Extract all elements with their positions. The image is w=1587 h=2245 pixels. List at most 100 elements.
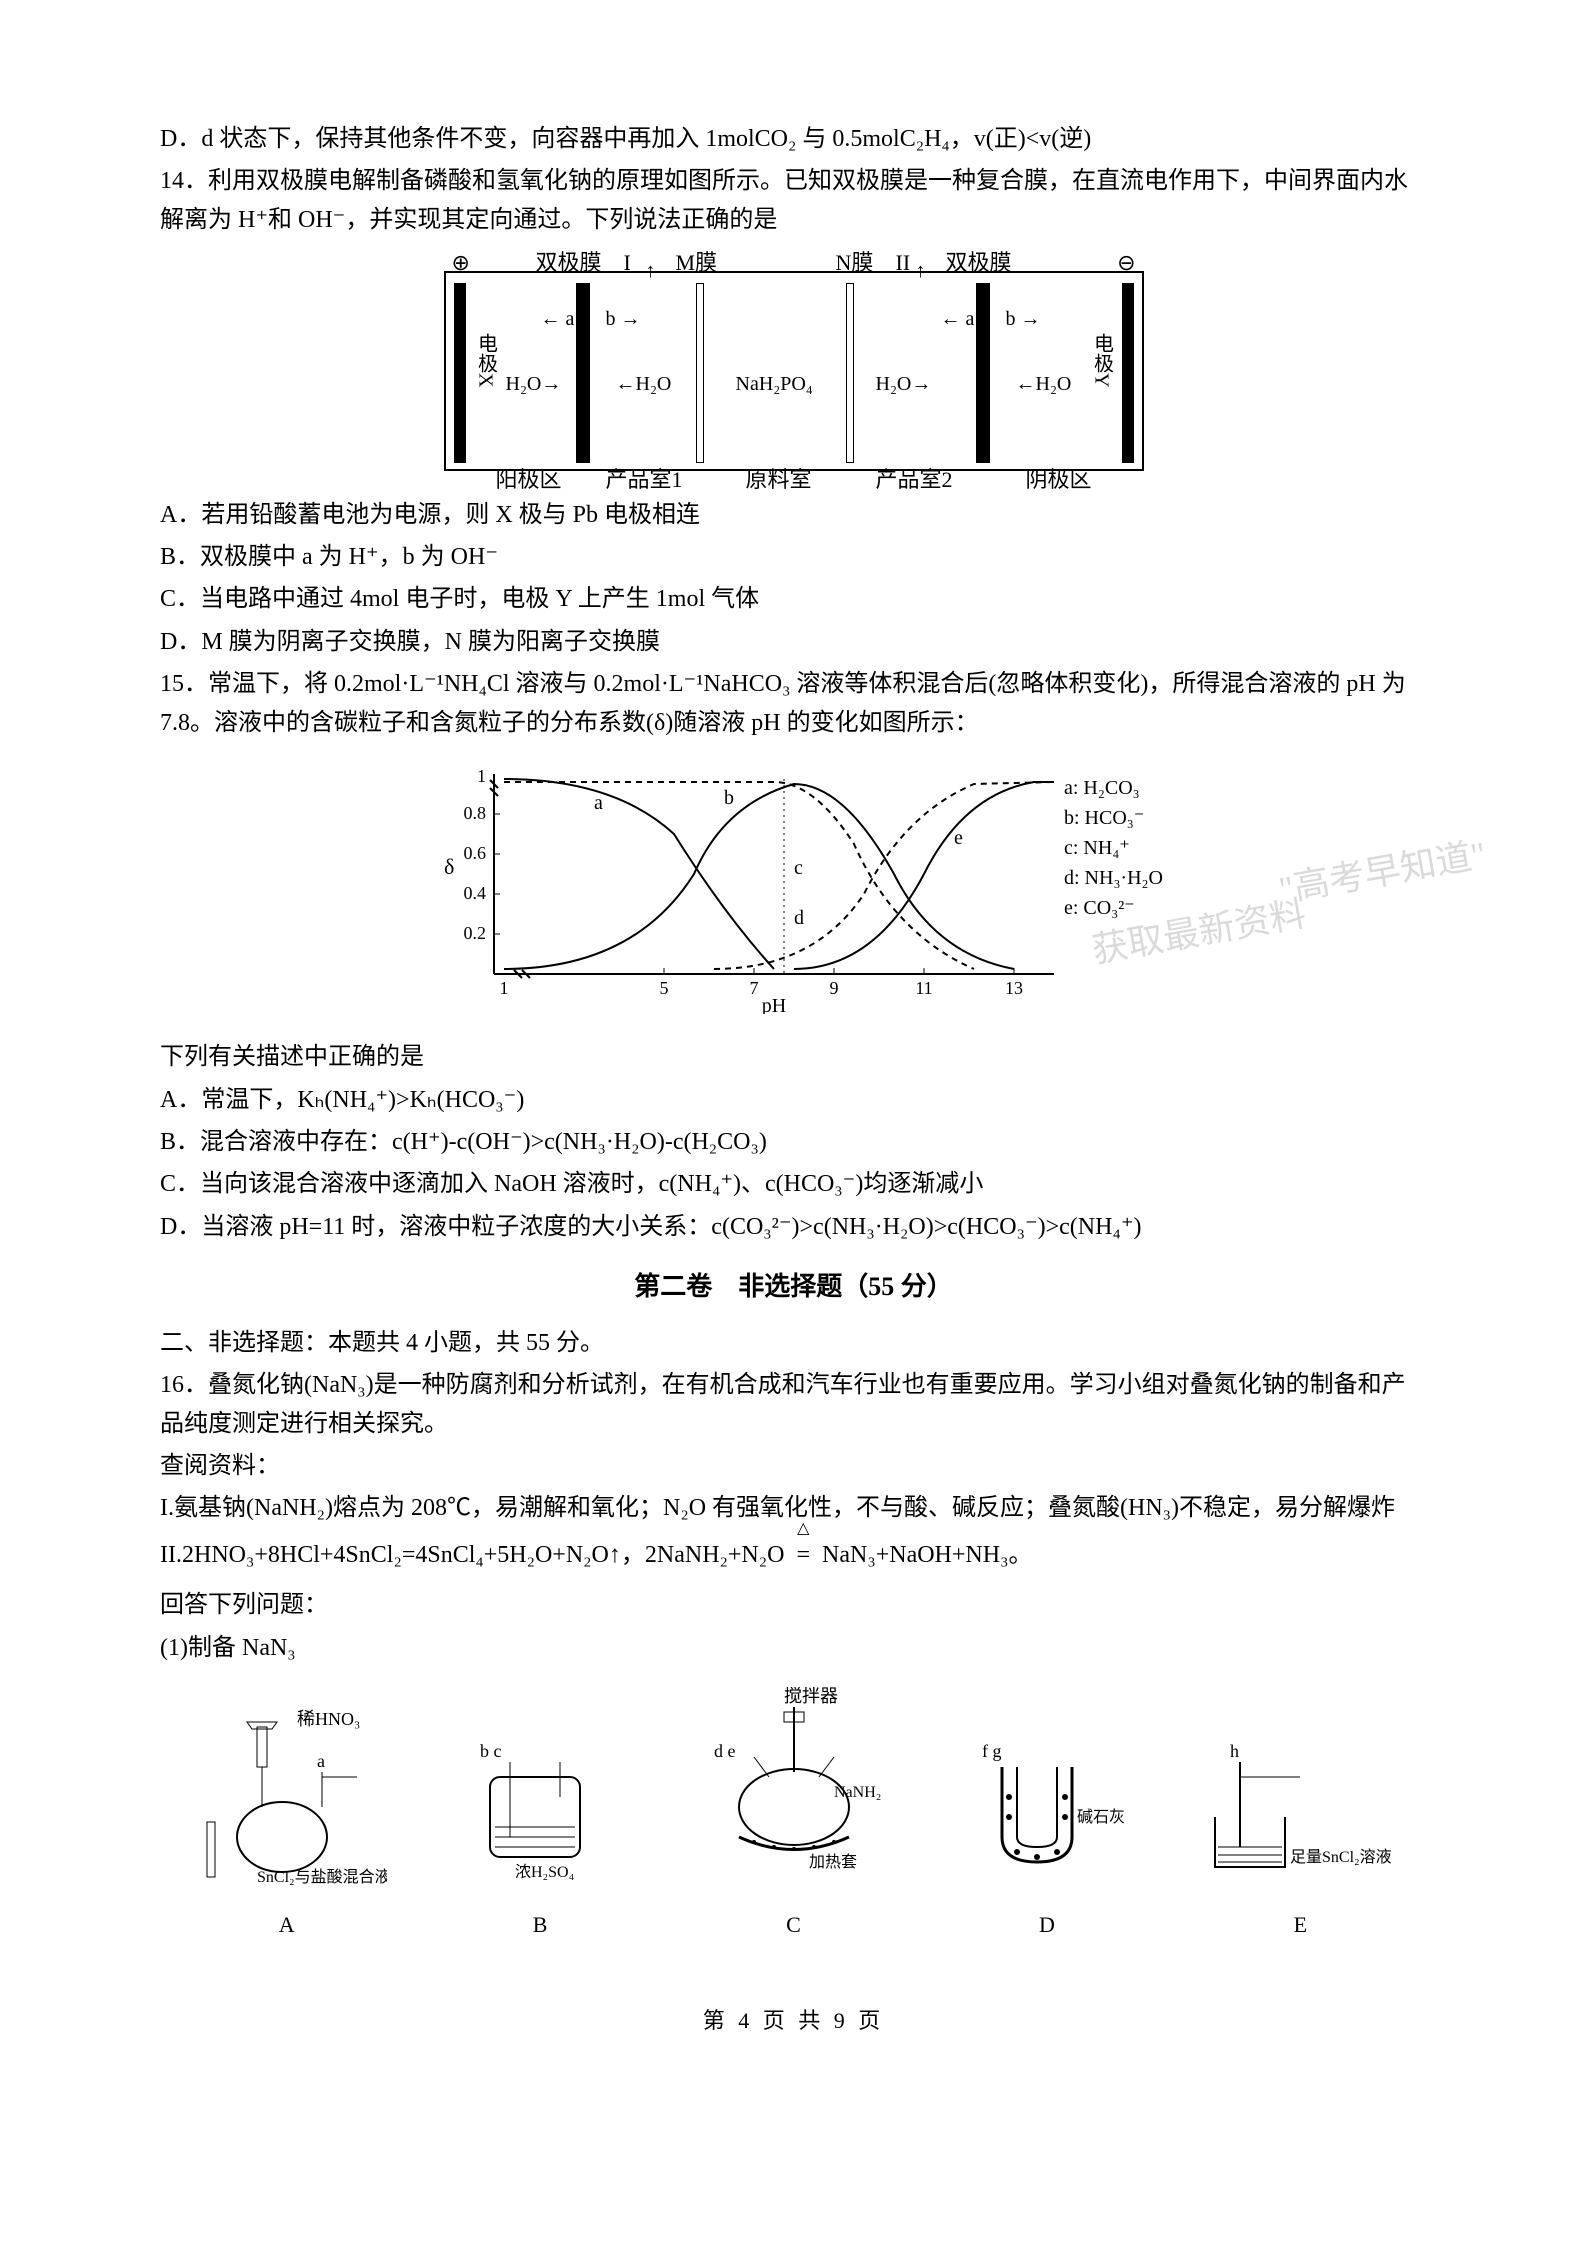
app-D-ports: f g [982, 1741, 1002, 1761]
xtick-5: 5 [659, 978, 668, 998]
ytick-1: 1 [477, 766, 486, 786]
apparatus-B: b c 浓H₂SO₄ B [413, 1707, 666, 1943]
label-M: M膜 [676, 245, 718, 280]
app-B-id: B [413, 1907, 666, 1942]
apparatus-diagram: 稀HNO₃ a SnCl₂与盐酸混合液 A b c 浓H₂SO₄ [160, 1687, 1427, 1943]
label-II: II [896, 245, 911, 280]
species-h2o-3: H₂O→ [876, 368, 932, 400]
label-bipolar-1: 双极膜 [536, 245, 602, 280]
app-C-label: 搅拌器 [784, 1687, 838, 1706]
distribution-chart-wrapper: "高考早知道" 获取最新资料 0.2 0.4 0.6 0.8 1 δ 1 5 7… [160, 754, 1427, 1026]
q16-part1: (1)制备 NaN₃ [160, 1629, 1427, 1667]
app-C-sub: NaNH₂ [834, 1784, 881, 1801]
species-nah2po4: NaH₂PO₄ [736, 368, 813, 400]
bipolar-2-bar [976, 283, 990, 463]
q16-ref-I: I.氨基钠(NaNH₂)熔点为 208℃，易潮解和氧化；N₂O 有强氧化性，不与… [160, 1489, 1427, 1527]
q16-ref-label: 查阅资料： [160, 1447, 1427, 1485]
q14-option-a: A．若用铅酸蓄电池为电源，则 X 极与 Pb 电极相连 [160, 496, 1427, 534]
label-b2: b [1006, 308, 1016, 330]
curve-c [504, 782, 974, 969]
curve-label-b: b [724, 787, 734, 809]
distribution-chart: 0.2 0.4 0.6 0.8 1 δ 1 5 7 9 11 13 pH [414, 754, 1174, 1014]
electrolysis-diagram: ⊕ 双极膜 I ↑ M膜 N膜 II ↑ 双极膜 ⊖ ← a b → ← a b… [444, 271, 1144, 471]
app-A-label: 稀HNO₃ [297, 1709, 360, 1729]
app-B-ports: b c [480, 1741, 502, 1761]
app-C-extra: 加热套 [809, 1853, 857, 1871]
q14-option-d: D．M 膜为阴离子交换膜，N 膜为阳离子交换膜 [160, 623, 1427, 661]
n-membrane-bar [846, 283, 854, 463]
chamber-prod2: 产品室2 [876, 462, 953, 497]
bipolar-1-bar [576, 283, 590, 463]
legend-a: a: H₂CO₃ [1064, 777, 1140, 799]
app-A-id: A [160, 1907, 413, 1942]
q15-option-c: C．当向该混合溶液中逐滴加入 NaOH 溶液时，c(NH₄⁺)、c(HCO₃⁻)… [160, 1165, 1427, 1203]
arrow-a1: ← a [541, 303, 575, 335]
q14-option-b: B．双极膜中 a 为 H⁺，b 为 OH⁻ [160, 538, 1427, 576]
ytick-0.4: 0.4 [463, 883, 486, 903]
arrow-b2: b → [1006, 303, 1041, 335]
xtick-9: 9 [829, 978, 838, 998]
electrolysis-diagram-wrapper: ⊕ 双极膜 I ↑ M膜 N膜 II ↑ 双极膜 ⊖ ← a b → ← a b… [160, 251, 1427, 483]
plus-symbol: ⊕ [452, 245, 470, 280]
q15-option-b: B．混合溶液中存在：c(H⁺)-c(OH⁻)>c(NH₃·H₂O)-c(H₂CO… [160, 1123, 1427, 1161]
legend-b: b: HCO₃⁻ [1064, 807, 1144, 829]
app-D-sub: 碱石灰 [1077, 1808, 1125, 1826]
label-a2: a [966, 308, 975, 330]
curve-label-a: a [594, 792, 603, 814]
xlabel: pH [761, 995, 785, 1014]
curve-e [794, 782, 1054, 969]
app-B-sub: 浓H₂SO₄ [515, 1863, 575, 1881]
q15-option-d: D．当溶液 pH=11 时，溶液中粒子浓度的大小关系：c(CO₃²⁻)>c(NH… [160, 1208, 1427, 1246]
curve-b [504, 784, 1014, 969]
curve-label-c: c [794, 857, 803, 879]
label-I: I [624, 245, 631, 280]
apparatus-A: 稀HNO₃ a SnCl₂与盐酸混合液 A [160, 1707, 413, 1943]
app-A-port: a [317, 1751, 325, 1771]
app-E-id: E [1174, 1907, 1427, 1942]
q14-stem: 14．利用双极膜电解制备磷酸和氢氧化钠的原理如图所示。已知双极膜是一种复合膜，在… [160, 162, 1427, 239]
arrow-b1: b → [606, 303, 641, 335]
ytick-0.8: 0.8 [463, 803, 486, 823]
q16-stem: 16．叠氮化钠(NaN₃)是一种防腐剂和分析试剂，在有机合成和汽车行业也有重要应… [160, 1366, 1427, 1443]
chamber-anode: 阳极区 [496, 462, 562, 497]
page-footer: 第 4 页 共 9 页 [160, 2003, 1427, 2038]
label-b1: b [606, 308, 616, 330]
apparatus-D: f g 碱石灰 D [920, 1707, 1173, 1943]
curve-d [714, 782, 1054, 969]
ytick-0.6: 0.6 [463, 843, 486, 863]
app-C-ports: d e [714, 1741, 736, 1761]
up-arrow-2: ↑ [916, 255, 926, 287]
app-C-id: C [667, 1907, 920, 1942]
ylabel: δ [444, 854, 454, 879]
legend-e: e: CO₃²⁻ [1064, 897, 1135, 919]
xtick-13: 13 [1005, 978, 1023, 998]
q15-intro2: 下列有关描述中正确的是 [160, 1038, 1427, 1076]
electrode-x-label: 电极X [470, 333, 502, 387]
watermark-1: "高考早知道" [1274, 826, 1490, 919]
species-h2o-1: H₂O→ [506, 368, 562, 400]
apparatus-C: 搅拌器 d e NaNH₂ 加热套 C [667, 1687, 920, 1943]
ytick-0.2: 0.2 [463, 923, 486, 943]
electrode-x-bar [454, 283, 466, 463]
q14-option-c: C．当电路中通过 4mol 电子时，电极 Y 上产生 1mol 气体 [160, 580, 1427, 618]
legend-d: d: NH₃·H₂O [1064, 867, 1163, 889]
electrode-y-bar [1122, 283, 1134, 463]
q16-equation-II: II.2HNO₃+8HCl+4SnCl₂=4SnCl₄+5H₂O+N₂O↑，2N… [160, 1536, 1427, 1574]
arrow-a2: ← a [941, 303, 975, 335]
chamber-raw: 原料室 [746, 462, 812, 497]
eq-II-prefix: II.2HNO₃+8HCl+4SnCl₂=4SnCl₄+5H₂O+N₂O↑，2N… [160, 1542, 784, 1568]
species-h2o-4: ←H₂O [1016, 368, 1072, 400]
xtick-1: 1 [499, 978, 508, 998]
curve-label-d: d [794, 907, 804, 929]
q13-option-d: D．d 状态下，保持其他条件不变，向容器中再加入 1molCO₂ 与 0.5mo… [160, 120, 1427, 158]
up-arrow-1: ↑ [646, 255, 656, 287]
section2-title: 第二卷 非选择题（55 分） [160, 1266, 1427, 1308]
xtick-11: 11 [915, 978, 932, 998]
q15-stem: 15．常温下，将 0.2mol·L⁻¹NH₄Cl 溶液与 0.2mol·L⁻¹N… [160, 665, 1427, 742]
chamber-cathode: 阴极区 [1026, 462, 1092, 497]
eq-II-suffix: NaN₃+NaOH+NH₃。 [822, 1542, 1032, 1568]
minus-symbol: ⊖ [1117, 245, 1135, 280]
app-D-id: D [920, 1907, 1173, 1942]
label-bipolar-2: 双极膜 [946, 245, 1012, 280]
label-N: N膜 [836, 245, 874, 280]
